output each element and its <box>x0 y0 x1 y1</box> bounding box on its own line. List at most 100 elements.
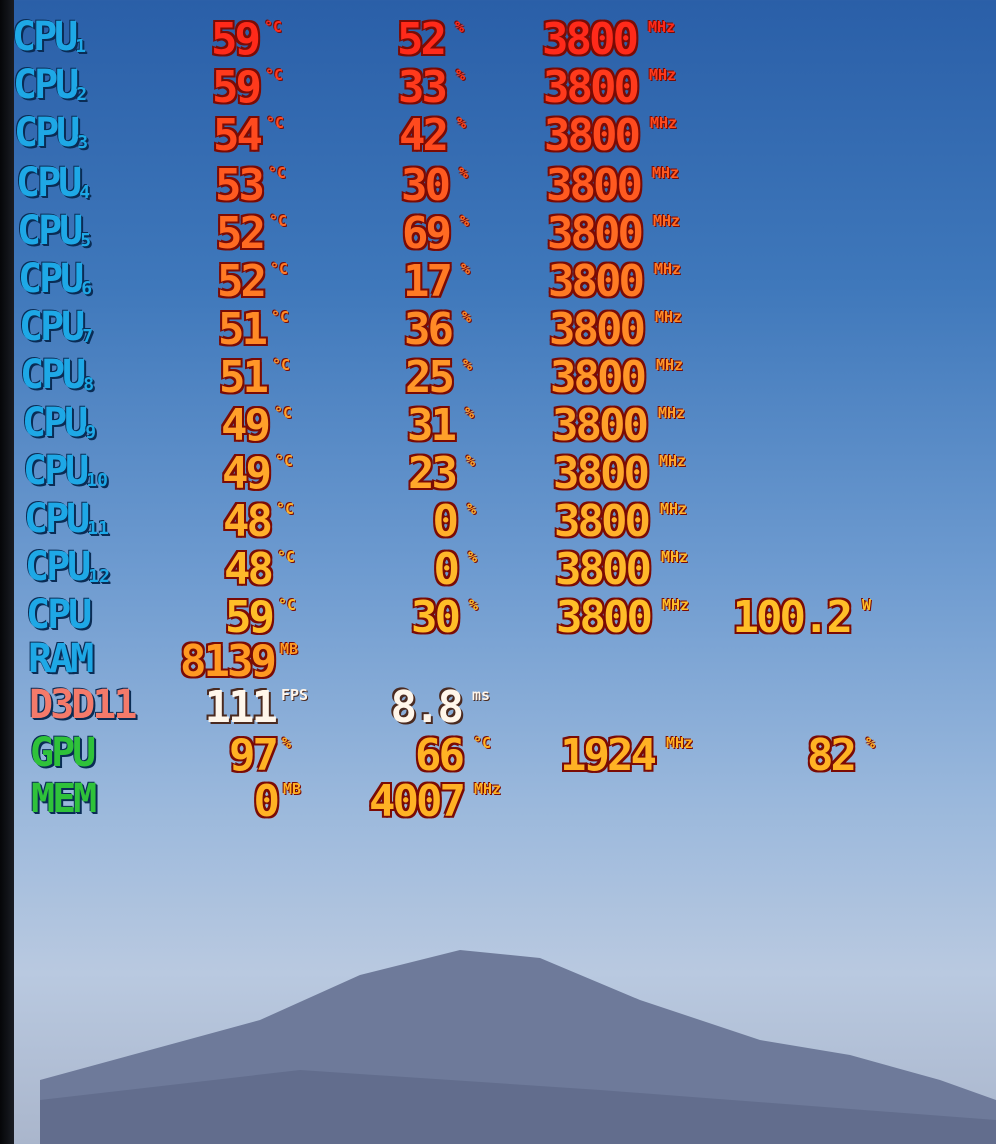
metric-unit: % <box>465 404 475 422</box>
row-label-index: 11 <box>87 518 109 539</box>
metric-value: 66 <box>415 730 465 781</box>
metric-value: 51 <box>219 352 269 403</box>
osd-row-d3d11: D3D11 111 FPS 8.8 ms <box>17 682 996 733</box>
row-label: CPU4 <box>16 160 90 206</box>
metric-value: 54 <box>213 110 263 161</box>
metric-value: 3800 <box>548 256 645 307</box>
osd-row-cpu8: CPU8 51 °C 25% 3800 MHz <box>8 352 996 403</box>
metric-value: 3800 <box>549 304 646 355</box>
metric-value: 52 <box>217 256 267 307</box>
row-label-text: CPU <box>20 352 86 398</box>
metric-unit: °C <box>264 18 283 36</box>
metric-unit: % <box>456 66 466 84</box>
row-label: CPU6 <box>18 256 92 302</box>
metric-value: 48 <box>224 544 274 595</box>
row-label-text: CPU <box>14 110 80 156</box>
row-label-text: RAM <box>28 636 94 682</box>
metric-unit: °C <box>275 452 294 470</box>
metric-unit: MHz <box>659 452 687 470</box>
row-label-text: CPU <box>16 160 82 206</box>
metric-unit: MHz <box>474 780 502 798</box>
metric-value: 23 <box>408 448 458 499</box>
metric-unit: °C <box>270 260 289 278</box>
metric-value: 17 <box>403 256 453 307</box>
metric-value: 52 <box>216 208 266 259</box>
row-label: CPU10 <box>23 448 108 494</box>
osd-row-cpu11: CPU11 48 °C 0% 3800 MHz <box>12 496 996 547</box>
metric-unit: °C <box>271 308 290 326</box>
metric-unit: % <box>467 500 477 518</box>
metric-unit: °C <box>278 596 297 614</box>
metric-unit: °C <box>268 164 287 182</box>
row-label-index: 6 <box>81 278 93 299</box>
metric-value: 30 <box>401 160 451 211</box>
row-label: CPU7 <box>19 304 93 350</box>
row-label: CPU1 <box>12 14 86 60</box>
row-label-text: CPU <box>25 544 91 590</box>
osd-row-cpu12: CPU12 48 °C 0% 3800 MHz <box>13 544 996 595</box>
row-label-text: CPU <box>12 14 78 60</box>
metric-unit: % <box>463 356 473 374</box>
metric-value: 3800 <box>553 448 650 499</box>
metric-unit: % <box>455 18 465 36</box>
osd-row-cpu2: CPU2 59 °C 33% 3800 MHz <box>1 62 996 113</box>
metric-value: 3800 <box>555 544 652 595</box>
metric-value: 111 <box>204 682 279 733</box>
metric-unit: % <box>866 734 876 752</box>
metric-unit: MHz <box>654 260 682 278</box>
metric-unit: °C <box>266 114 285 132</box>
row-label-index: 1 <box>75 36 87 57</box>
metric-unit: °C <box>272 356 291 374</box>
row-label-text: CPU <box>19 304 85 350</box>
monitor-bezel <box>0 0 14 1144</box>
metric-value: 31 <box>407 400 457 451</box>
osd-row-cpu4: CPU4 53 °C 30% 3800 MHz <box>4 160 996 211</box>
metric-value: 3800 <box>543 62 640 113</box>
metric-unit: MB <box>280 640 299 658</box>
metric-value: 0 <box>433 544 460 595</box>
metric-value: 69 <box>402 208 452 259</box>
row-label-index: 8 <box>83 374 95 395</box>
osd-row-cpu3: CPU3 54 °C 42% 3800 MHz <box>2 110 996 161</box>
metric-value: 97 <box>229 730 279 781</box>
metric-value: 42 <box>399 110 449 161</box>
row-label-index: 9 <box>85 422 97 443</box>
metric-value: 8.8 <box>390 682 465 733</box>
row-label: CPU2 <box>13 62 87 108</box>
metric-unit: °C <box>265 66 284 84</box>
osd-row-cpu10: CPU10 49 °C 23% 3800 MHz <box>11 448 996 499</box>
osd-row-cpu9: CPU9 49 °C 31% 3800 MHz <box>10 400 996 451</box>
row-label-index: 12 <box>88 566 110 587</box>
metric-unit: °C <box>276 500 295 518</box>
metric-unit: MHz <box>661 548 689 566</box>
row-label: D3D11 <box>29 682 137 728</box>
metric-value: 49 <box>221 400 271 451</box>
metric-value: 36 <box>404 304 454 355</box>
metric-unit: ms <box>472 686 491 704</box>
metric-unit: MHz <box>649 66 677 84</box>
metric-value: 4007 <box>369 776 466 827</box>
metric-unit: % <box>460 212 470 230</box>
metric-unit: MHz <box>653 212 681 230</box>
row-label: MEM <box>31 776 97 822</box>
osd-row-mem: MEM 0 MB 4007 MHz <box>19 776 996 827</box>
osd-row-cpu1: CPU1 59 °C 52% 3800 MHz <box>0 14 996 65</box>
metric-value: 3800 <box>550 352 647 403</box>
row-label: CPU12 <box>25 544 110 590</box>
metric-value: 3800 <box>556 592 653 643</box>
row-label-text: MEM <box>31 776 97 822</box>
osd-row-cpu5: CPU5 52 °C 69% 3800 MHz <box>5 208 996 259</box>
osd-row-cpu6: CPU6 52 °C 17% 3800 MHz <box>6 256 996 307</box>
metric-value: 59 <box>225 592 275 643</box>
metric-unit: W <box>862 596 872 614</box>
metric-value: 82 <box>807 730 857 781</box>
row-label: CPU5 <box>17 208 91 254</box>
metric-unit: % <box>469 596 479 614</box>
row-label-text: CPU <box>26 592 92 638</box>
row-label-index: 4 <box>79 182 91 203</box>
metric-value: 51 <box>218 304 268 355</box>
metric-value: 52 <box>397 14 447 65</box>
row-label: GPU <box>30 730 96 776</box>
metric-value: 0 <box>432 496 459 547</box>
